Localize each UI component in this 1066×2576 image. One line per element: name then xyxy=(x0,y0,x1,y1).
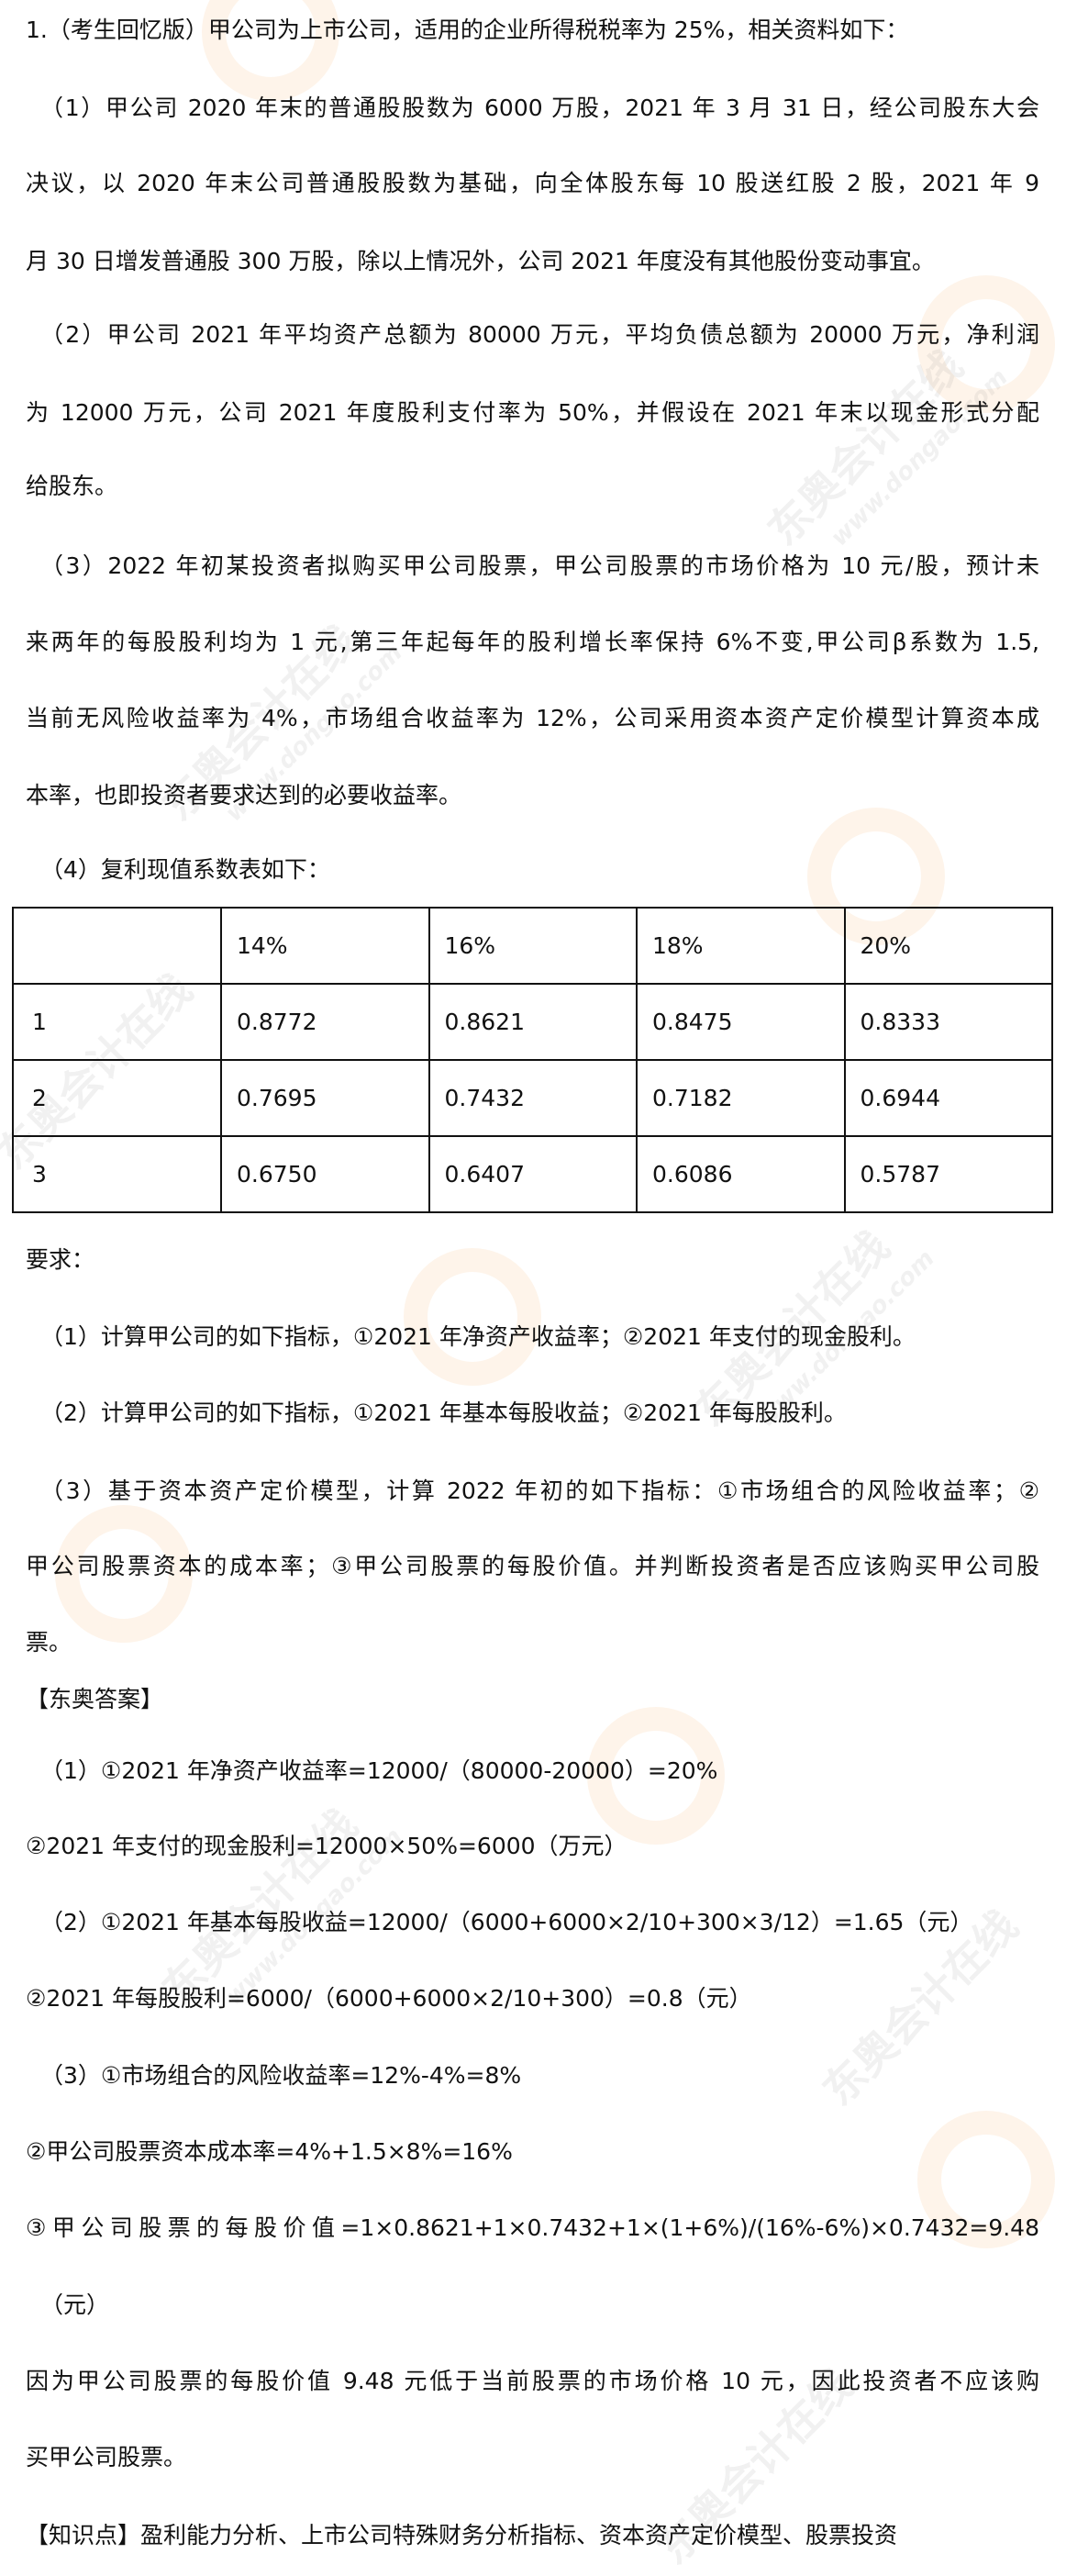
table-header-cell: 14% xyxy=(220,907,430,985)
table-cell: 0.7695 xyxy=(220,1059,430,1137)
paragraph-1-line: （1）甲公司 2020 年末的普通股股数为 6000 万股，2021 年 3 月… xyxy=(40,95,1039,121)
requirement-3-line: （3）基于资本资产定价模型，计算 2022 年初的如下指标：①市场组合的风险收益… xyxy=(40,1478,1039,1504)
table-cell: 0.6407 xyxy=(428,1135,638,1213)
present-value-factor-table: 14% 16% 18% 20% 1 0.8772 0.8621 0.8475 0… xyxy=(12,907,1053,1213)
table-cell: 0.8621 xyxy=(428,983,638,1061)
answer-3-3-line: （元） xyxy=(40,2292,110,2318)
table-cell: 0.6750 xyxy=(220,1135,430,1213)
table-cell: 1 xyxy=(12,983,222,1061)
answer-3-3-line: ③甲公司股票的每股价值=1×0.8621+1×0.7432+1×(1+6%)/(… xyxy=(26,2214,1039,2241)
conclusion-line: 因为甲公司股票的每股价值 9.48 元低于当前股票的市场价格 10 元，因此投资… xyxy=(26,2368,1039,2394)
requirements-heading: 要求： xyxy=(26,1246,95,1273)
paragraph-1-line: 决议，以 2020 年末公司普通股股数为基础，向全体股东每 10 股送红股 2 … xyxy=(26,170,1039,196)
requirement-2: （2）计算甲公司的如下指标，①2021 年基本每股收益；②2021 年每股股利。 xyxy=(40,1400,847,1426)
answer-1-1: （1）①2021 年净资产收益率=12000/（80000-20000）=20% xyxy=(40,1757,718,1784)
table-cell: 0.5787 xyxy=(843,1135,1053,1213)
answer-3-1: （3）①市场组合的风险收益率=12%-4%=8% xyxy=(40,2062,522,2089)
watermark-url: www.dongao.com xyxy=(826,363,1014,552)
paragraph-1-line: 月 30 日增发普通股 300 万股，除以上情况外，公司 2021 年度没有其他… xyxy=(26,248,935,274)
paragraph-3-line: （3）2022 年初某投资者拟购买甲公司股票，甲公司股票的市场价格为 10 元/… xyxy=(40,552,1039,579)
table-row: 1 0.8772 0.8621 0.8475 0.8333 xyxy=(12,983,1053,1061)
paragraph-2-line: 给股东。 xyxy=(26,473,118,499)
question-title: 1.（考生回忆版）甲公司为上市公司，适用的企业所得税税率为 25%，相关资料如下… xyxy=(26,17,909,43)
paragraph-2-line: 为 12000 万元，公司 2021 年度股利支付率为 50%，并假设在 202… xyxy=(26,399,1039,426)
requirement-1: （1）计算甲公司的如下指标，①2021 年净资产收益率；②2021 年支付的现金… xyxy=(40,1323,916,1350)
table-cell: 0.6944 xyxy=(843,1059,1053,1137)
knowledge-points: 【知识点】盈利能力分析、上市公司特殊财务分析指标、资本资产定价模型、股票投资 xyxy=(26,2522,898,2548)
answer-heading: 【东奥答案】 xyxy=(26,1686,164,1712)
table-header-cell: 16% xyxy=(428,907,638,985)
table-cell: 0.8333 xyxy=(843,983,1053,1061)
table-cell xyxy=(12,907,222,985)
answer-3-2: ②甲公司股票资本成本率=4%+1.5×8%=16% xyxy=(26,2138,513,2165)
table-row: 3 0.6750 0.6407 0.6086 0.5787 xyxy=(12,1135,1053,1213)
table-cell: 0.6086 xyxy=(636,1135,846,1213)
conclusion-line: 买甲公司股票。 xyxy=(26,2444,187,2470)
requirement-3-line: 甲公司股票资本的成本率；③甲公司股票的每股价值。并判断投资者是否应该购买甲公司股 xyxy=(26,1553,1039,1579)
table-header-cell: 20% xyxy=(843,907,1053,985)
answer-2-1: （2）①2021 年基本每股收益=12000/（6000+6000×2/10+3… xyxy=(40,1909,973,1935)
table-cell: 0.7182 xyxy=(636,1059,846,1137)
requirement-3-line: 票。 xyxy=(26,1629,72,1656)
table-cell: 0.8772 xyxy=(220,983,430,1061)
watermark-brand: 东奥会计在线 xyxy=(758,340,972,555)
paragraph-3-line: 本率，也即投资者要求达到的必要收益率。 xyxy=(26,782,462,808)
paragraph-3-line: 当前无风险收益率为 4%，市场组合收益率为 12%，公司采用资本资产定价模型计算… xyxy=(26,705,1039,731)
answer-1-2: ②2021 年支付的现金股利=12000×50%=6000（万元） xyxy=(26,1833,627,1859)
paragraph-3-line: 来两年的每股股利均为 1 元,第三年起每年的股利增长率保持 6%不变,甲公司β系… xyxy=(26,629,1039,655)
table-header-cell: 18% xyxy=(636,907,846,985)
paragraph-2-line: （2）甲公司 2021 年平均资产总额为 80000 万元，平均负债总额为 20… xyxy=(40,321,1039,348)
table-cell: 3 xyxy=(12,1135,222,1213)
answer-2-2: ②2021 年每股股利=6000/（6000+6000×2/10+300）=0.… xyxy=(26,1985,752,2012)
table-cell: 0.7432 xyxy=(428,1059,638,1137)
paragraph-4: （4）复利现值系数表如下： xyxy=(40,856,330,883)
table-row: 2 0.7695 0.7432 0.7182 0.6944 xyxy=(12,1059,1053,1137)
table-cell: 2 xyxy=(12,1059,222,1137)
table-cell: 0.8475 xyxy=(636,983,846,1061)
table-header-row: 14% 16% 18% 20% xyxy=(12,907,1053,985)
